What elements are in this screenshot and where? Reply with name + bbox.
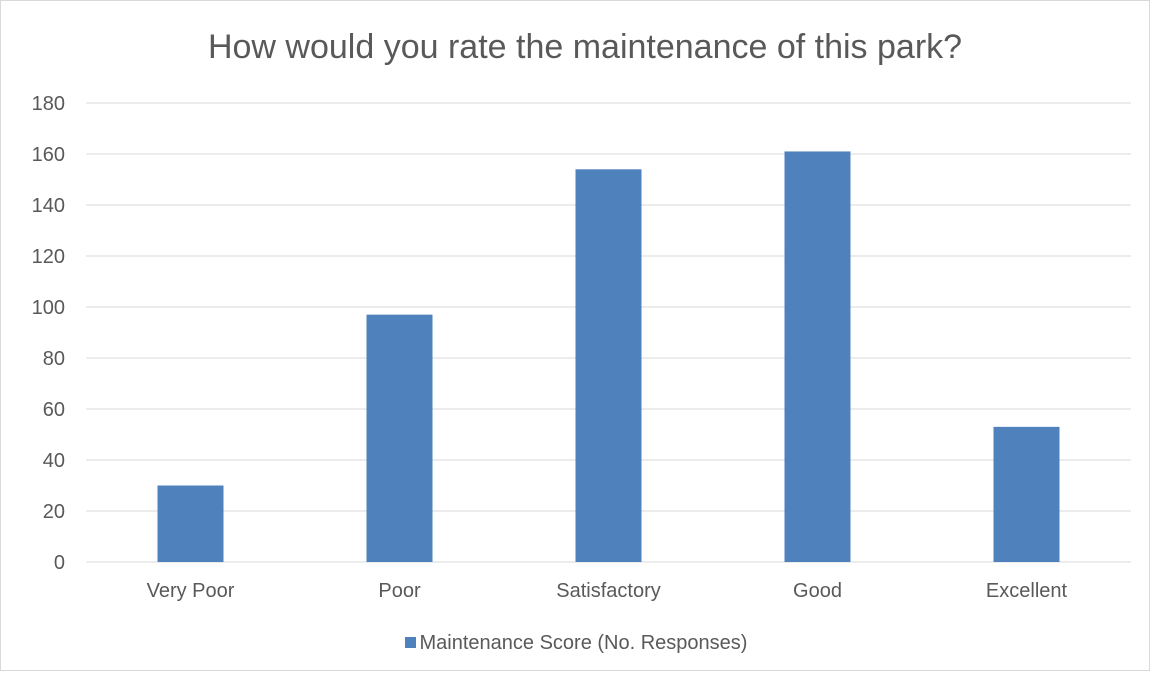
y-tick-label: 80	[43, 348, 65, 370]
x-tick-label: Good	[793, 580, 842, 602]
x-tick-label: Poor	[378, 580, 421, 602]
legend: Maintenance Score (No. Responses)	[0, 632, 1152, 655]
bar	[784, 151, 851, 562]
chart-title: How would you rate the maintenance of th…	[207, 28, 963, 66]
x-tick-label: Very Poor	[147, 580, 235, 602]
y-tick-label: 100	[32, 297, 65, 319]
y-tick-label: 20	[43, 501, 65, 523]
bar	[366, 314, 433, 562]
bar	[993, 426, 1060, 562]
legend-label: Maintenance Score (No. Responses)	[419, 632, 748, 654]
bar	[575, 169, 642, 563]
y-tick-label: 120	[32, 246, 65, 268]
y-tick-label: 0	[54, 552, 65, 574]
y-tick-label: 140	[32, 195, 65, 217]
y-tick-label: 40	[43, 450, 65, 472]
bar	[157, 485, 224, 562]
x-tick-label: Satisfactory	[556, 580, 660, 602]
y-tick-label: 160	[32, 144, 65, 166]
y-tick-label: 60	[43, 399, 65, 421]
y-tick-label: 180	[32, 93, 65, 115]
legend-swatch	[404, 637, 416, 648]
x-tick-label: Excellent	[986, 580, 1068, 602]
